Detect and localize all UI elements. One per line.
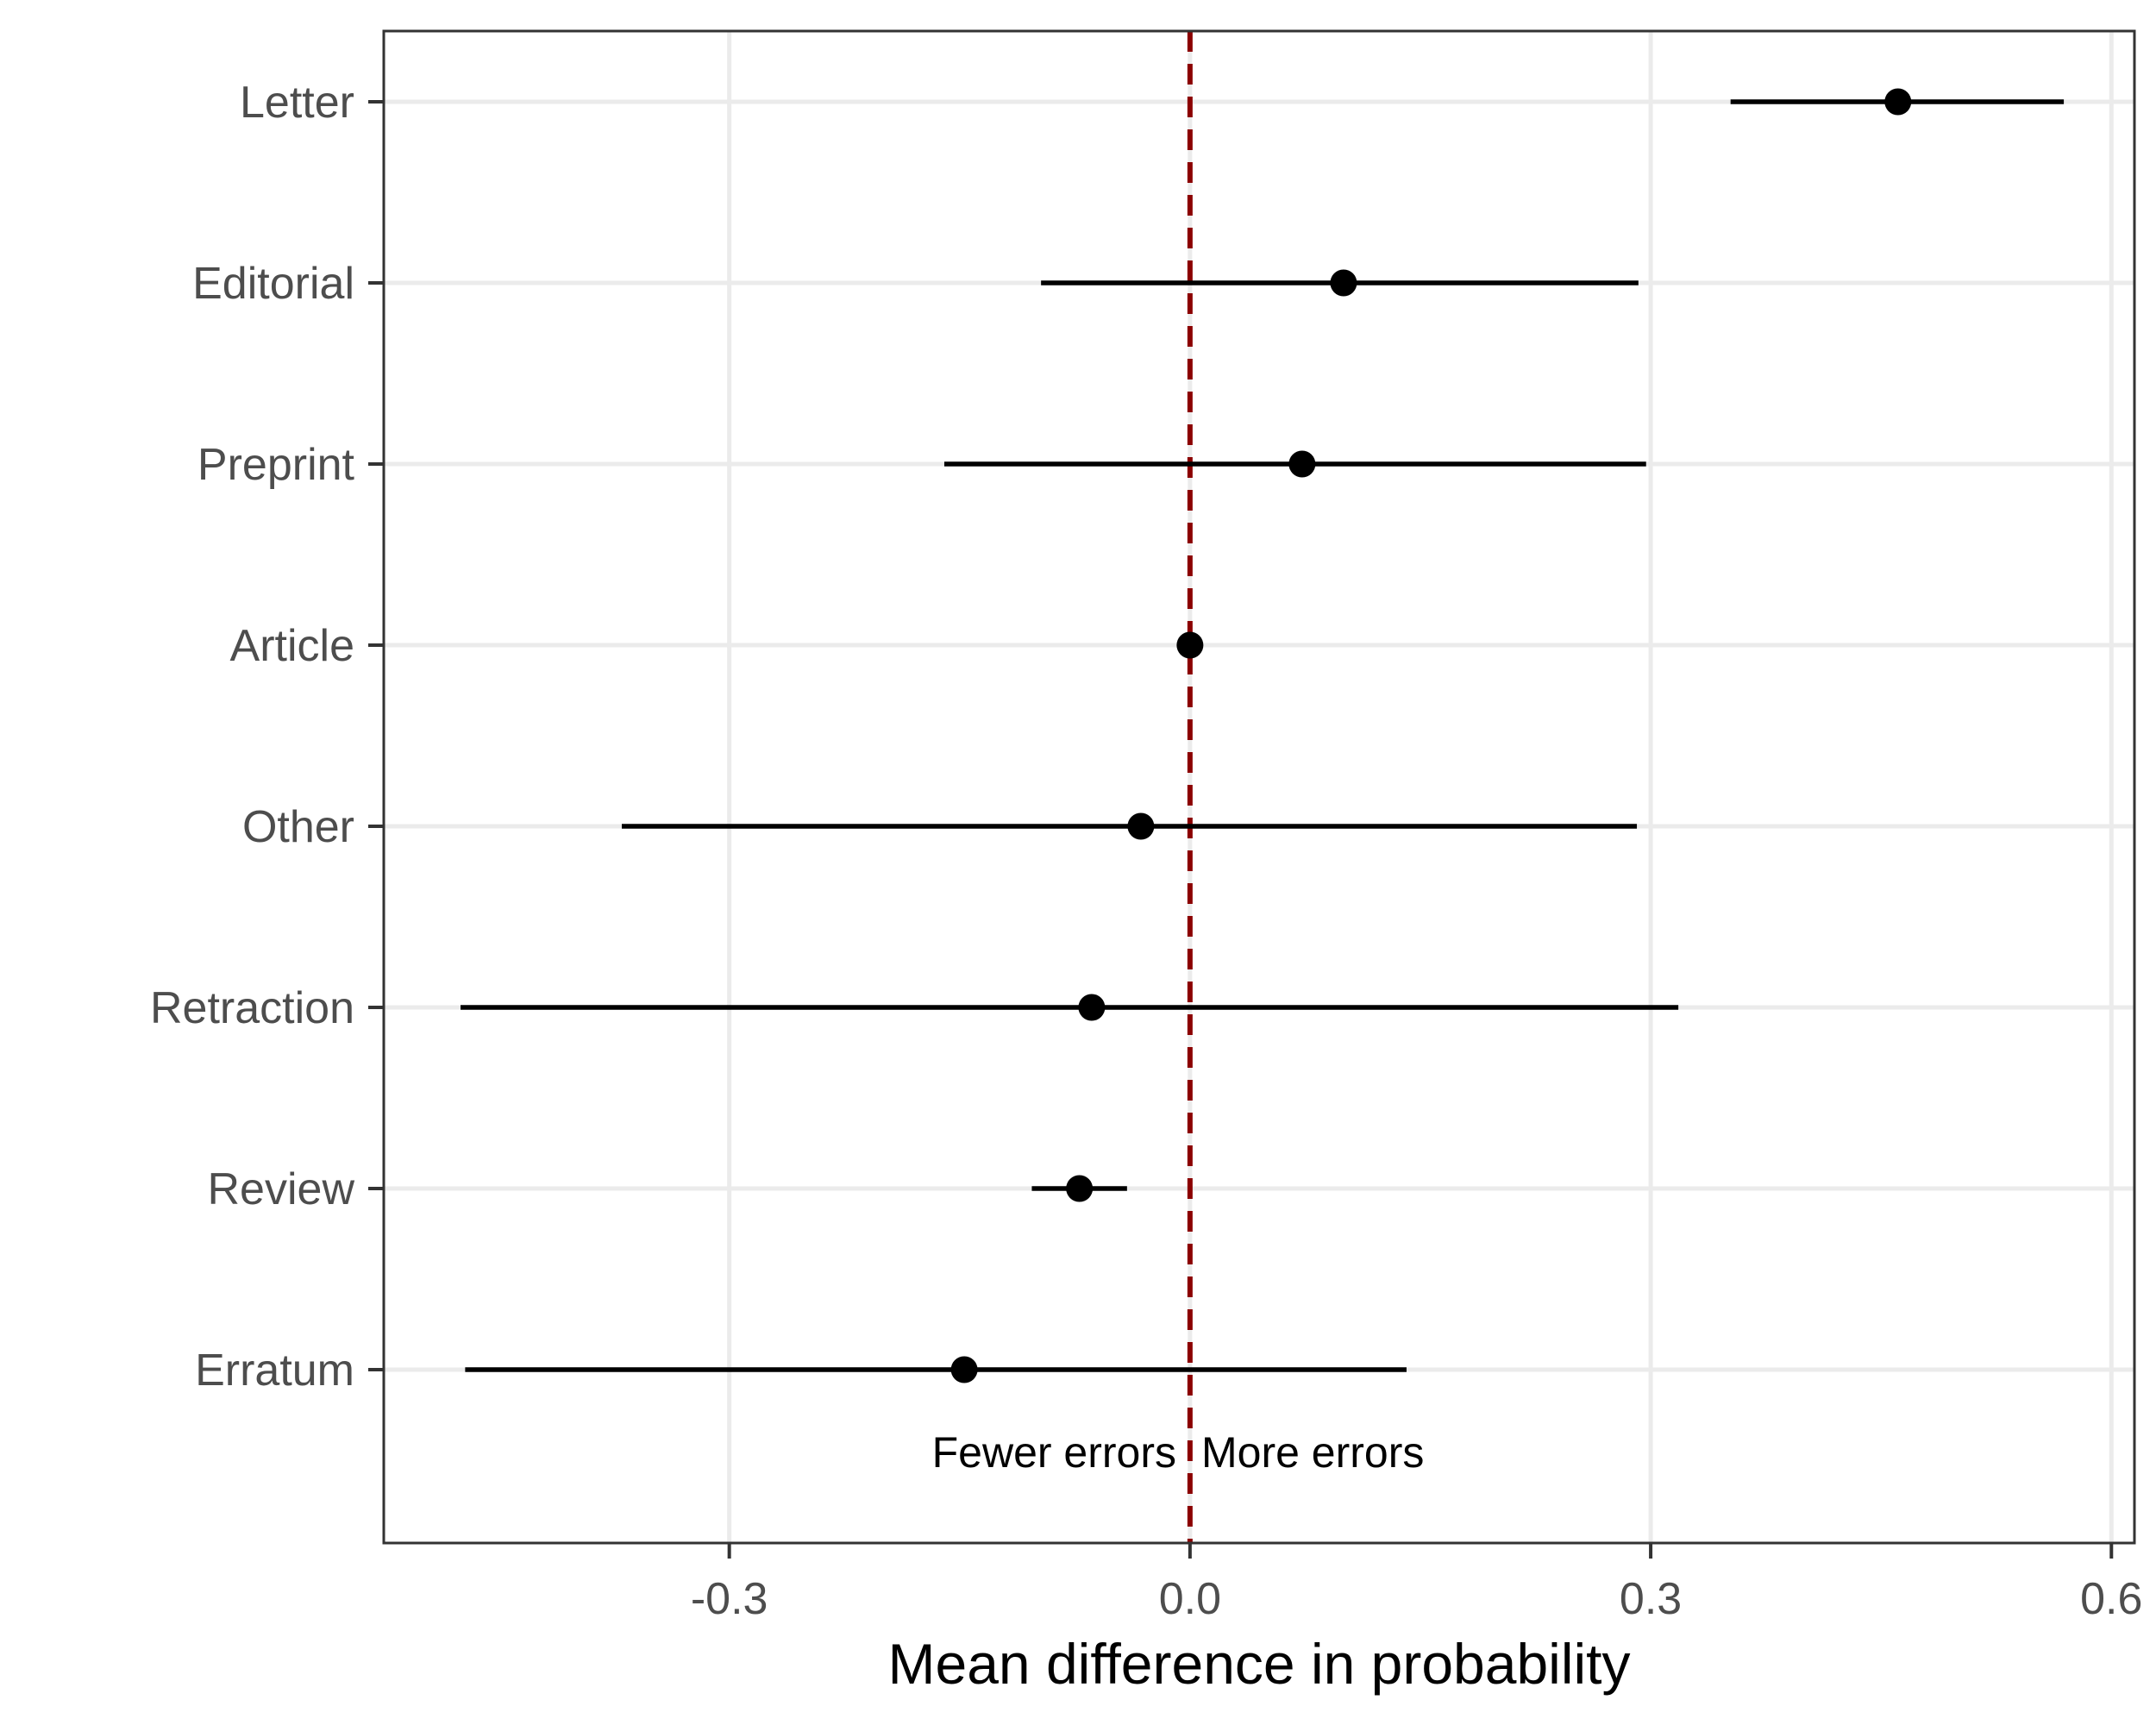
y-tick-label-retraction: Retraction [150,983,354,1033]
y-tick-label-letter: Letter [240,78,354,128]
point-article [1176,631,1204,659]
point-letter [1884,88,1912,116]
y-axis: Letter Editorial Preprint Article Other Retra… [150,78,384,1396]
annotation-fewer-errors: Fewer errors [932,1428,1176,1477]
point-other [1127,812,1155,840]
x-tick-label-1: 0.0 [1159,1574,1221,1624]
y-tick-label-article: Article [230,621,354,671]
point-erratum [950,1356,978,1383]
point-retraction [1078,994,1106,1021]
x-axis: -0.3 0.0 0.3 0.6 [691,1543,2142,1624]
x-axis-title: Mean difference in probability [888,1632,1631,1696]
plot-panel-border [382,29,2136,1545]
x-tick-label-3: 0.6 [2080,1574,2142,1624]
point-preprint [1288,450,1316,478]
point-editorial [1330,269,1357,297]
annotation-more-errors: More errors [1201,1428,1424,1477]
y-tick-label-review: Review [208,1164,355,1214]
point-estimates [950,88,1912,1383]
x-tick-label-2: 0.3 [1620,1574,1682,1624]
point-review [1066,1175,1094,1202]
y-tick-label-preprint: Preprint [197,440,355,490]
x-tick-label-0: -0.3 [691,1574,768,1624]
y-tick-label-editorial: Editorial [192,259,354,309]
y-tick-label-other: Other [242,802,354,852]
y-tick-label-erratum: Erratum [195,1346,354,1396]
